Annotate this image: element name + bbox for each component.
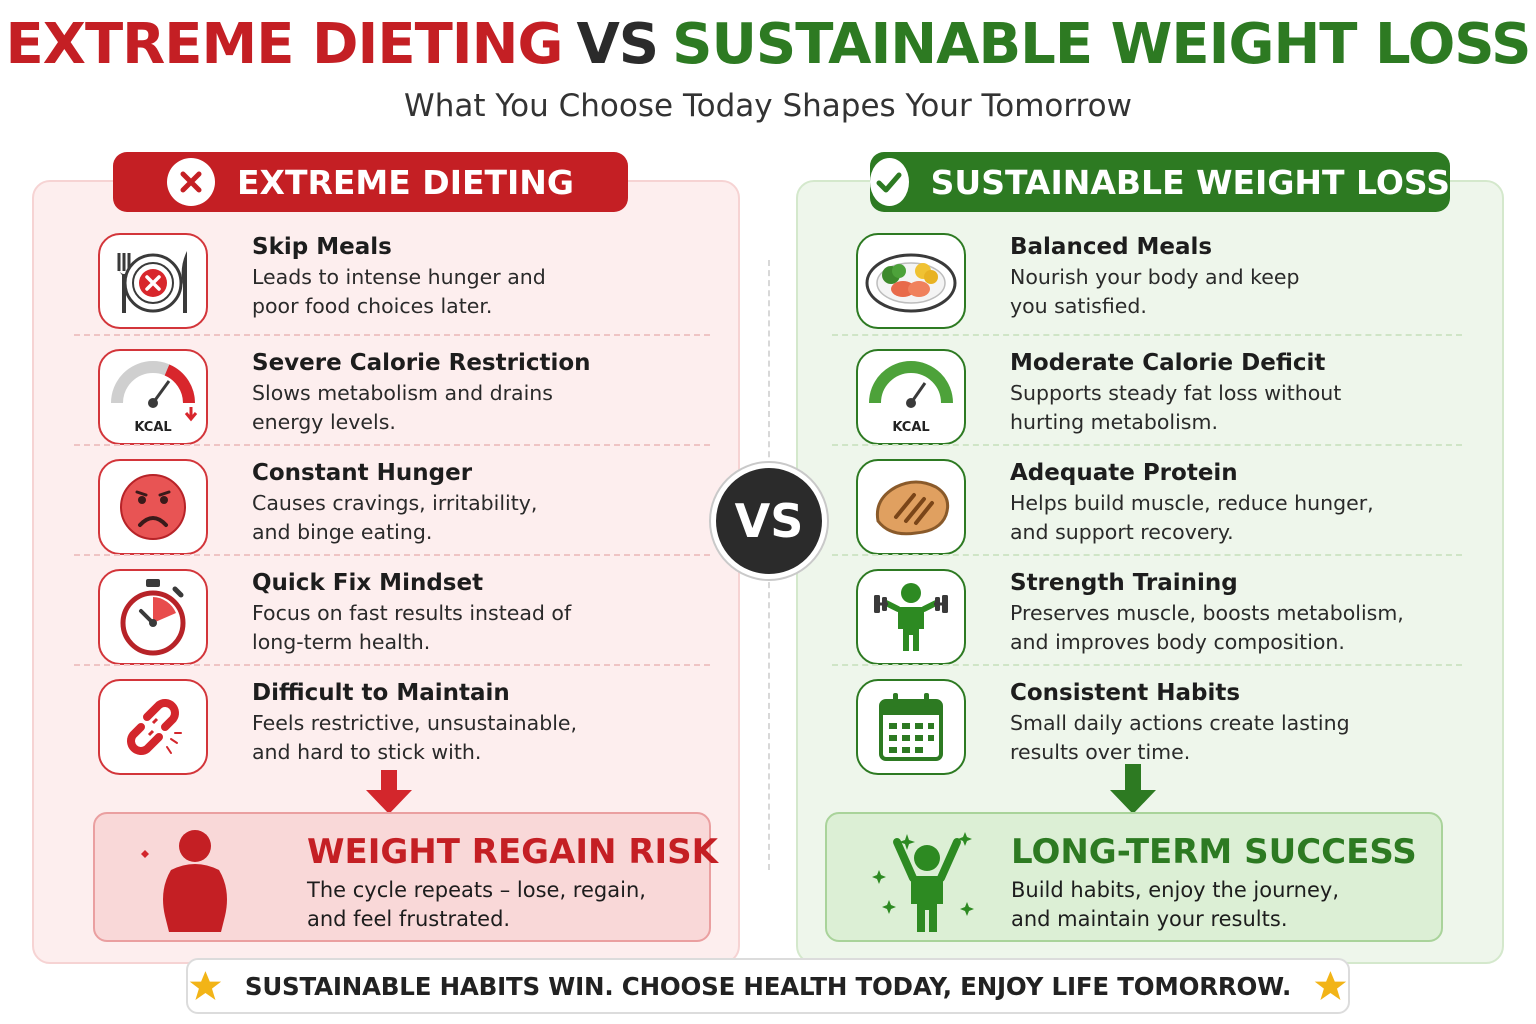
footer-banner: SUSTAINABLE HABITS WIN. CHOOSE HEALTH TO… bbox=[186, 958, 1350, 1014]
title-vs: VS bbox=[576, 12, 659, 77]
item-title: Balanced Meals bbox=[1010, 234, 1213, 260]
weight-regain-desc: The cycle repeats – lose, regain, and fe… bbox=[307, 876, 687, 934]
x-icon bbox=[166, 158, 215, 206]
item-desc-line2: energy levels. bbox=[252, 410, 396, 434]
divider bbox=[74, 334, 710, 336]
long-term-success-box: LONG-TERM SUCCESS Build habits, enjoy th… bbox=[825, 812, 1443, 942]
list-item: Balanced Meals Nourish your body and kee… bbox=[856, 226, 1476, 336]
page-title: EXTREME DIETING VS SUSTAINABLE WEIGHT LOSS bbox=[0, 12, 1536, 77]
long-term-success-title: LONG-TERM SUCCESS bbox=[1011, 832, 1417, 872]
result-desc-line2: and maintain your results. bbox=[1011, 907, 1288, 931]
result-desc-line1: Build habits, enjoy the journey, bbox=[1011, 878, 1340, 902]
weight-regain-title: WEIGHT REGAIN RISK bbox=[307, 832, 719, 872]
list-item: Difficult to Maintain Feels restrictive,… bbox=[98, 672, 718, 782]
list-item: Skip Meals Leads to intense hunger and p… bbox=[98, 226, 718, 336]
arrow-down-icon bbox=[366, 770, 412, 814]
list-item: Constant Hunger Causes cravings, irritab… bbox=[98, 452, 718, 562]
footer-text: SUSTAINABLE HABITS WIN. CHOOSE HEALTH TO… bbox=[244, 971, 1292, 1001]
sustainable-header-label: SUSTAINABLE WEIGHT LOSS bbox=[930, 162, 1450, 202]
item-title: Skip Meals bbox=[252, 234, 392, 260]
arrow-down-icon bbox=[1110, 764, 1156, 814]
item-title: Severe Calorie Restriction bbox=[252, 350, 591, 376]
item-title: Strength Training bbox=[1010, 570, 1238, 596]
item-title: Difficult to Maintain bbox=[252, 680, 510, 706]
title-right: SUSTAINABLE WEIGHT LOSS bbox=[672, 12, 1531, 77]
divider bbox=[832, 554, 1462, 556]
item-desc-line2: and hard to stick with. bbox=[252, 740, 482, 764]
title-left: EXTREME DIETING bbox=[5, 12, 564, 77]
divider bbox=[74, 444, 710, 446]
list-item: Adequate Protein Helps build muscle, red… bbox=[856, 452, 1476, 562]
divider bbox=[74, 664, 710, 666]
item-desc-line1: Supports steady fat loss without bbox=[1010, 381, 1342, 405]
result-desc-line1: The cycle repeats – lose, regain, bbox=[307, 878, 646, 902]
item-desc-line2: poor food choices later. bbox=[252, 294, 493, 318]
item-desc-line2: and support recovery. bbox=[1010, 520, 1234, 544]
long-term-success-desc: Build habits, enjoy the journey, and mai… bbox=[1011, 876, 1391, 934]
list-item: KCAL Severe Calorie Restriction Slows me… bbox=[98, 342, 718, 452]
list-item: Consistent Habits Small daily actions cr… bbox=[856, 672, 1476, 782]
stopwatch-icon bbox=[98, 569, 208, 665]
item-title: Consistent Habits bbox=[1010, 680, 1241, 706]
item-desc-line2: and binge eating. bbox=[252, 520, 433, 544]
list-item: KCAL Moderate Calorie Deficit Supports s… bbox=[856, 342, 1476, 452]
item-desc-line1: Preserves muscle, boosts metabolism, bbox=[1010, 601, 1404, 625]
vs-badge: VS bbox=[711, 463, 827, 579]
item-desc-line1: Leads to intense hunger and bbox=[252, 265, 546, 289]
celebrating-person-icon bbox=[872, 832, 974, 932]
item-desc-line1: Causes cravings, irritability, bbox=[252, 491, 538, 515]
item-desc-line2: you satisfied. bbox=[1010, 294, 1147, 318]
item-desc-line1: Slows metabolism and drains bbox=[252, 381, 553, 405]
item-desc-line2: hurting metabolism. bbox=[1010, 410, 1218, 434]
item-desc-line2: results over time. bbox=[1010, 740, 1191, 764]
calendar-icon bbox=[856, 679, 966, 775]
broken-chain-icon bbox=[98, 679, 208, 775]
balanced-plate-icon bbox=[856, 233, 966, 329]
divider bbox=[832, 444, 1462, 446]
divider bbox=[832, 664, 1462, 666]
item-desc-line1: Nourish your body and keep bbox=[1010, 265, 1300, 289]
result-desc-line2: and feel frustrated. bbox=[307, 907, 511, 931]
empty-plate-icon bbox=[98, 233, 208, 329]
item-title: Adequate Protein bbox=[1010, 460, 1238, 486]
star-icon bbox=[1314, 971, 1347, 1000]
item-title: Constant Hunger bbox=[252, 460, 473, 486]
extreme-dieting-header: EXTREME DIETING bbox=[113, 152, 628, 212]
item-desc-line2: and improves body composition. bbox=[1010, 630, 1345, 654]
item-desc-line1: Helps build muscle, reduce hunger, bbox=[1010, 491, 1374, 515]
item-desc-line1: Small daily actions create lasting bbox=[1010, 711, 1350, 735]
overweight-person-icon bbox=[141, 830, 227, 932]
item-title: Moderate Calorie Deficit bbox=[1010, 350, 1326, 376]
list-item: Quick Fix Mindset Focus on fast results … bbox=[98, 562, 718, 672]
steak-icon bbox=[856, 459, 966, 555]
check-icon bbox=[870, 158, 909, 206]
item-desc-line2: long-term health. bbox=[252, 630, 431, 654]
kcal-label: KCAL bbox=[134, 420, 171, 435]
dumbbell-person-icon bbox=[856, 569, 966, 665]
sustainable-header: SUSTAINABLE WEIGHT LOSS bbox=[870, 152, 1450, 212]
divider bbox=[832, 334, 1462, 336]
item-desc-line1: Feels restrictive, unsustainable, bbox=[252, 711, 578, 735]
kcal-gauge-icon: KCAL bbox=[98, 349, 208, 445]
weight-regain-box: WEIGHT REGAIN RISK The cycle repeats – l… bbox=[93, 812, 718, 942]
kcal-gauge-icon: KCAL bbox=[856, 349, 966, 445]
page-subtitle: What You Choose Today Shapes Your Tomorr… bbox=[404, 88, 1132, 124]
sad-face-icon bbox=[98, 459, 208, 555]
star-icon bbox=[189, 971, 222, 1000]
divider bbox=[74, 554, 710, 556]
item-desc-line1: Focus on fast results instead of bbox=[252, 601, 572, 625]
item-title: Quick Fix Mindset bbox=[252, 570, 484, 596]
kcal-label: KCAL bbox=[892, 420, 929, 435]
extreme-dieting-header-label: EXTREME DIETING bbox=[236, 162, 575, 202]
list-item: Strength Training Preserves muscle, boos… bbox=[856, 562, 1476, 672]
